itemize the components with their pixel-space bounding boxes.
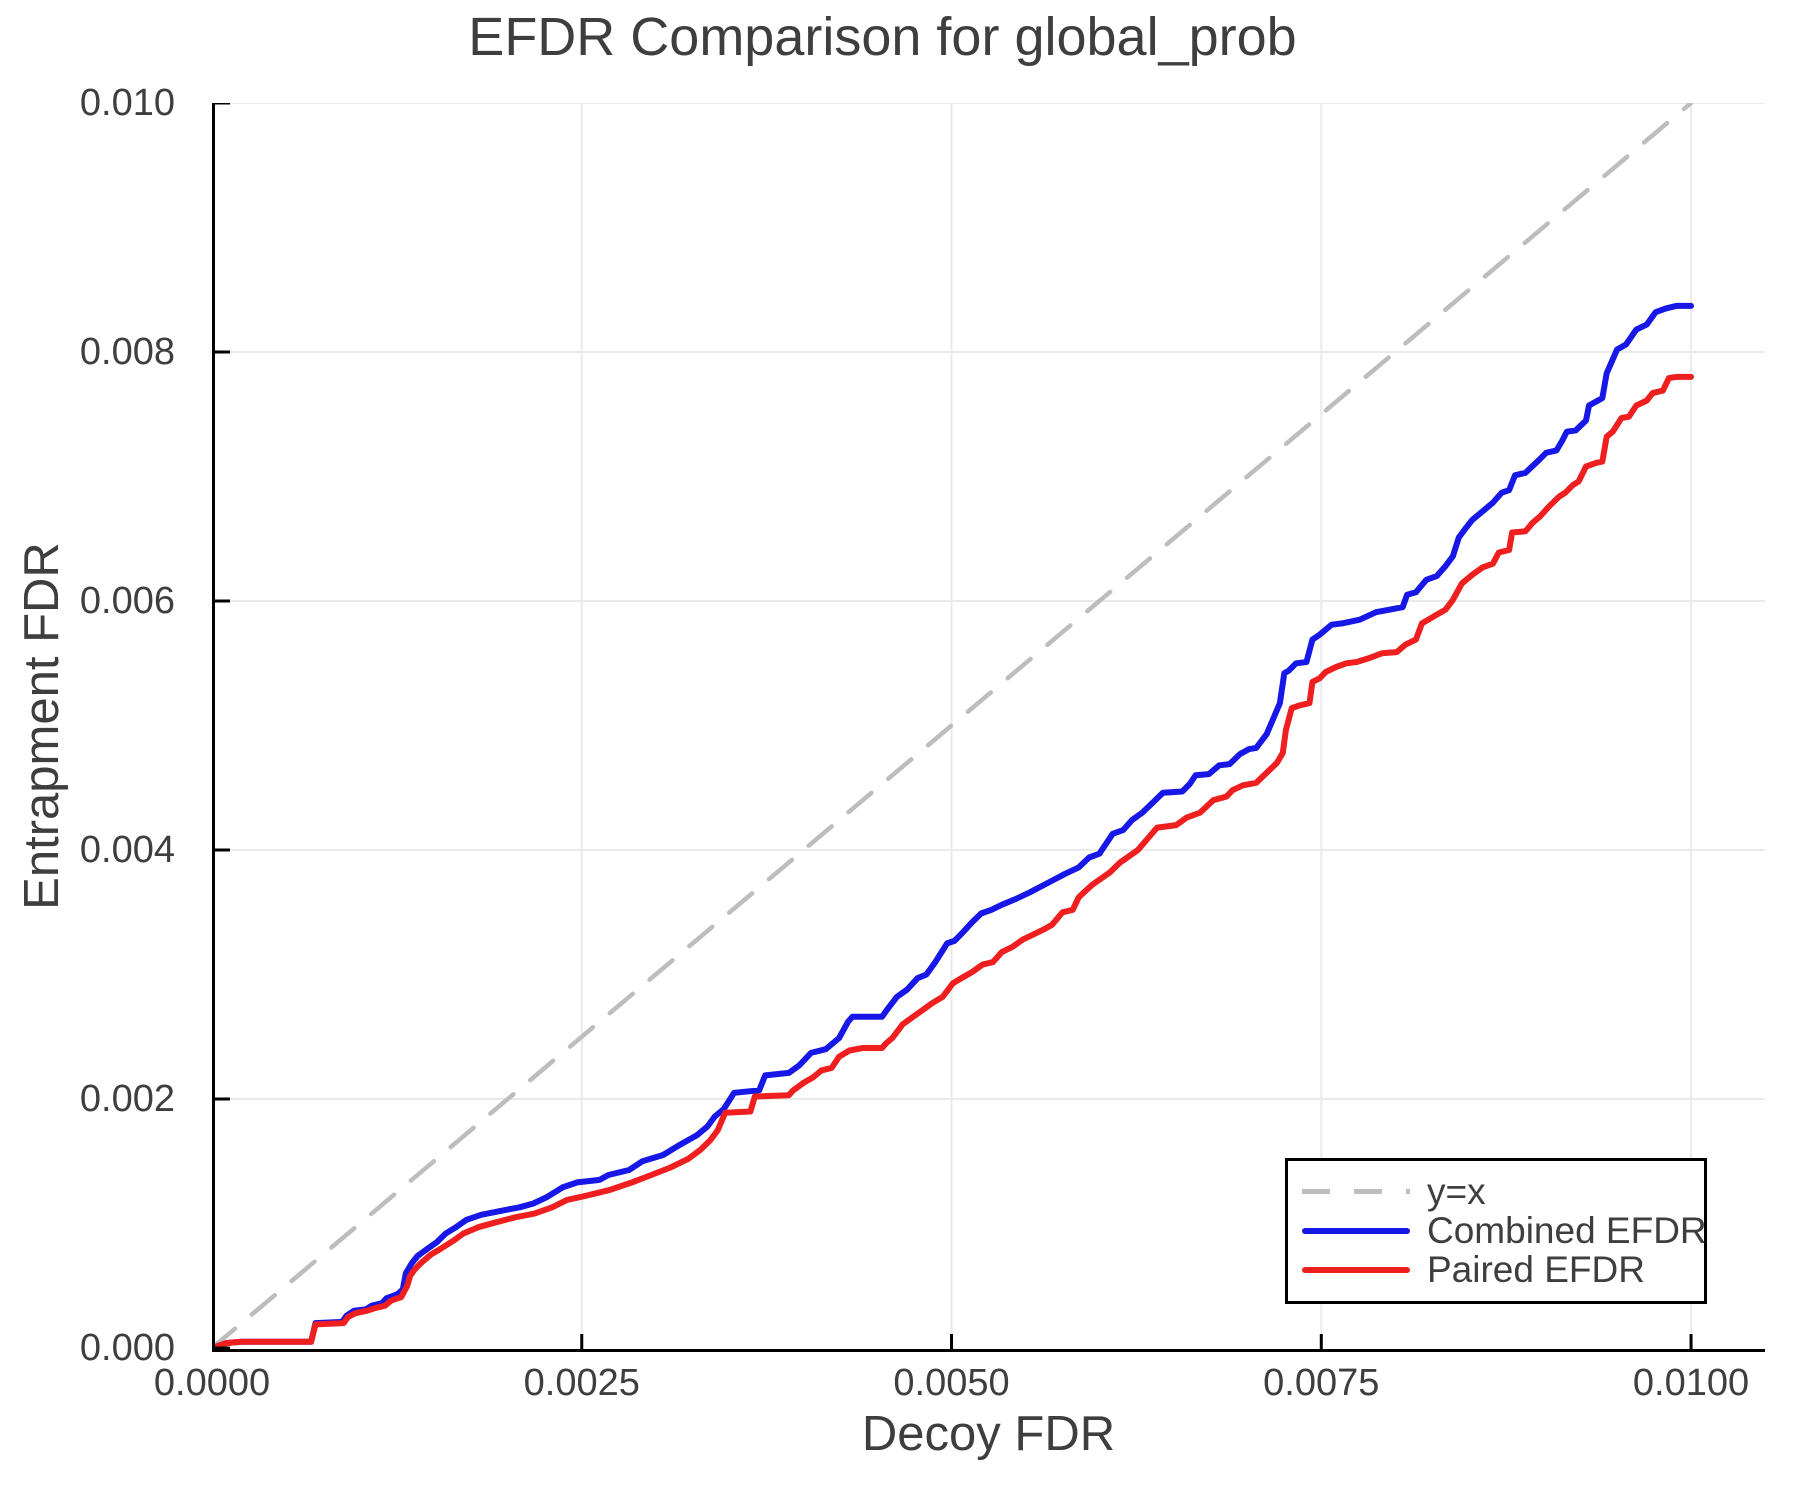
legend-sample-line <box>1302 1227 1410 1234</box>
legend-label: Combined EFDR <box>1427 1210 1707 1251</box>
chart-title: EFDR Comparison for global_prob <box>468 7 1297 67</box>
y-tick-label: 0.010 <box>79 82 175 124</box>
x-tick-label: 0.0075 <box>1263 1362 1380 1404</box>
legend-sample-line <box>1302 1266 1410 1273</box>
legend-label: y=x <box>1427 1171 1486 1212</box>
legend: y=x Combined EFDR Paired EFDR <box>1285 1158 1707 1304</box>
legend-label: Paired EFDR <box>1427 1249 1645 1290</box>
x-axis-label: Decoy FDR <box>861 1407 1116 1461</box>
legend-row: Paired EFDR <box>1288 1250 1704 1289</box>
legend-row: Combined EFDR <box>1288 1210 1707 1251</box>
x-tick-label: 0.0100 <box>1632 1362 1750 1404</box>
combined-efdr-line <box>212 302 1694 1351</box>
y-tick-label: 0.008 <box>79 331 175 373</box>
x-tick-label: 0.0025 <box>523 1362 640 1404</box>
legend-row: y=x <box>1288 1172 1704 1211</box>
x-tick-label: 0.0000 <box>153 1362 271 1404</box>
paired-efdr-line <box>212 373 1694 1351</box>
identity-line <box>212 103 1694 1351</box>
y-tick-label: 0.002 <box>79 1078 175 1120</box>
plot-canvas <box>212 103 1765 1352</box>
y-tick-label: 0.004 <box>79 829 175 871</box>
plot-area: y=x Combined EFDR Paired EFDR <box>212 103 1765 1352</box>
y-tick-label: 0.000 <box>79 1327 175 1370</box>
x-tick-label: 0.0050 <box>893 1362 1010 1404</box>
y-tick-label: 0.006 <box>79 580 175 622</box>
legend-sample-line <box>1302 1189 1410 1194</box>
